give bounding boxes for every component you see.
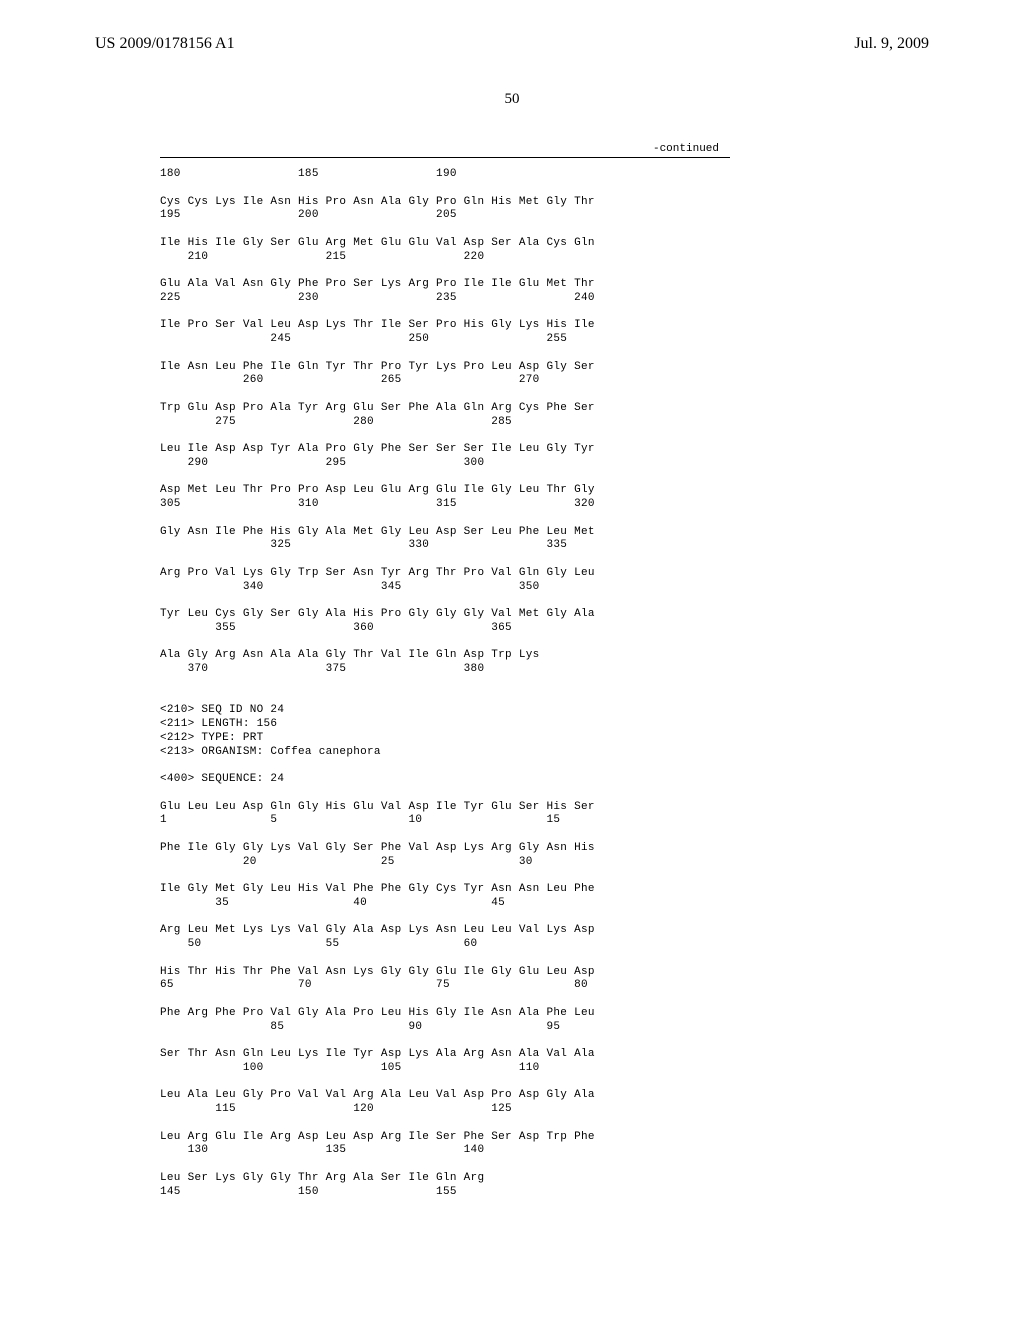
sequence-listing-section: -continued 180 185 190 Cys Cys Lys Ile A…	[0, 143, 1024, 1213]
page-header: US 2009/0178156 A1 Jul. 9, 2009	[0, 0, 1024, 63]
patent-date: Jul. 9, 2009	[854, 35, 929, 53]
continued-label: -continued	[160, 143, 864, 155]
sequence-content: 180 185 190 Cys Cys Lys Ile Asn His Pro …	[160, 168, 864, 1213]
divider	[160, 157, 730, 158]
page-number: 50	[0, 91, 1024, 108]
patent-number: US 2009/0178156 A1	[95, 35, 235, 53]
